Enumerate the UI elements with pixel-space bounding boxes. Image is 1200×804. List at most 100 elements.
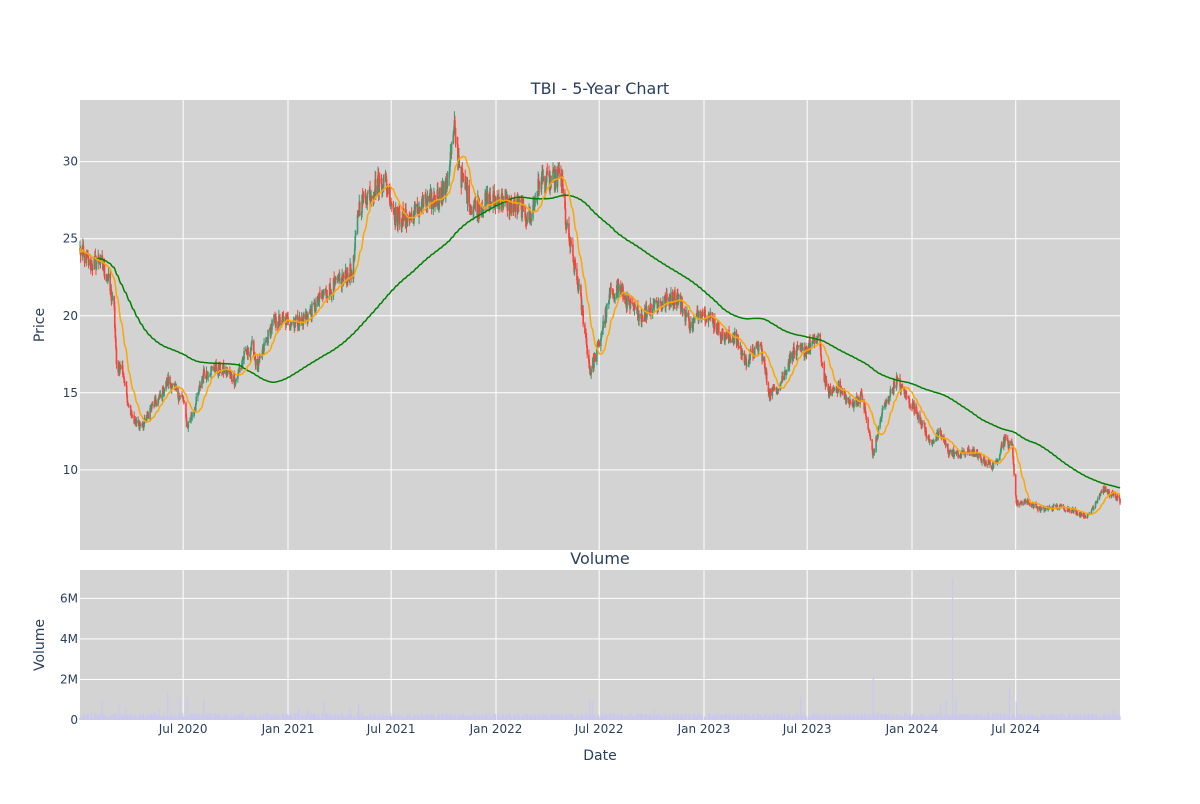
- candlestick-body: [871, 439, 873, 449]
- candlestick-body: [849, 399, 852, 404]
- candlestick-body: [393, 210, 396, 221]
- candlestick-body: [465, 184, 468, 190]
- volume-bar: [163, 716, 165, 720]
- candlestick-body: [847, 399, 850, 404]
- candlestick-body: [198, 386, 200, 393]
- candlestick-body: [811, 341, 814, 344]
- volume-bar: [522, 717, 524, 720]
- volume-bar: [873, 713, 875, 720]
- volume-bar: [383, 715, 385, 720]
- candlestick-body: [928, 439, 931, 443]
- volume-bar: [183, 716, 185, 720]
- candlestick-body: [625, 299, 627, 305]
- volume-bar: [689, 714, 691, 720]
- volume-bar: [989, 717, 991, 720]
- candlestick-body: [159, 394, 162, 397]
- candlestick-body: [299, 317, 301, 322]
- candlestick-body: [820, 355, 823, 363]
- volume-bar: [502, 713, 505, 720]
- candlestick-body: [998, 454, 1001, 461]
- volume-bar: [753, 714, 755, 720]
- volume-y-axis-label: Volume: [32, 619, 48, 671]
- volume-bar: [179, 697, 181, 720]
- volume-bar: [1102, 714, 1105, 720]
- volume-bar: [367, 715, 369, 720]
- volume-bar: [283, 713, 285, 720]
- volume-bar: [339, 717, 341, 720]
- candlestick-body: [864, 406, 867, 412]
- volume-bar: [197, 713, 200, 720]
- volume-bar: [893, 715, 895, 720]
- volume-bar: [506, 714, 508, 720]
- volume-bar: [187, 715, 189, 720]
- candlestick-body: [472, 210, 475, 215]
- candlestick-body: [147, 411, 149, 414]
- volume-bar: [474, 713, 477, 720]
- volume-bar: [1093, 713, 1095, 720]
- candlestick-body: [885, 399, 888, 403]
- volume-bar: [215, 715, 217, 720]
- candlestick-body: [789, 352, 792, 363]
- candlestick-body: [339, 278, 341, 280]
- candlestick-body: [109, 273, 112, 292]
- volume-bar: [883, 714, 885, 720]
- volume-bar: [872, 675, 874, 720]
- candlestick-body: [429, 191, 432, 194]
- volume-bar: [378, 713, 380, 720]
- volume-bar: [638, 714, 640, 720]
- volume-bar: [754, 717, 756, 720]
- volume-bar: [403, 717, 405, 720]
- candlestick-body: [1005, 436, 1007, 439]
- candlestick-body: [381, 183, 383, 192]
- candlestick-body: [997, 460, 999, 462]
- candlestick-body: [686, 312, 688, 317]
- candlestick-body: [630, 301, 632, 304]
- candlestick-body: [797, 345, 800, 347]
- candlestick-body: [157, 399, 159, 406]
- candlestick-body: [313, 303, 316, 312]
- candlestick-body: [413, 205, 416, 213]
- volume-bar: [370, 714, 372, 720]
- candlestick-body: [506, 196, 509, 211]
- volume-bar: [967, 713, 969, 720]
- volume-bar: [730, 714, 732, 720]
- candlestick-body: [606, 304, 608, 306]
- volume-bar: [1057, 714, 1059, 720]
- candlestick-body: [372, 195, 375, 200]
- candlestick-body: [907, 396, 909, 398]
- candlestick-body: [1010, 440, 1013, 445]
- candlestick-body: [892, 381, 895, 394]
- candlestick-body: [614, 297, 616, 299]
- candlestick-body: [123, 379, 126, 383]
- volume-bar: [219, 713, 221, 720]
- candlestick-body: [569, 241, 572, 248]
- candlestick-body: [896, 378, 899, 380]
- candlestick-body: [353, 248, 356, 259]
- volume-bar: [1028, 713, 1030, 720]
- volume-bar: [1114, 713, 1117, 720]
- candlestick-body: [185, 403, 187, 418]
- candlestick-body: [472, 207, 475, 211]
- candlestick-body: [796, 345, 798, 356]
- candlestick-body: [264, 340, 267, 343]
- candlestick-body: [780, 383, 782, 384]
- candlestick-body: [731, 338, 734, 343]
- candlestick-body: [336, 279, 339, 281]
- volume-bar: [186, 697, 188, 720]
- volume-bar: [594, 714, 596, 720]
- candlestick-body: [362, 192, 365, 204]
- candlestick-body: [1026, 498, 1029, 504]
- candlestick-body: [825, 380, 828, 384]
- volume-bar: [840, 714, 842, 720]
- volume-bar: [825, 713, 828, 720]
- candlestick-body: [1043, 506, 1046, 512]
- candlestick-body: [275, 316, 277, 328]
- candlestick-body: [581, 306, 584, 311]
- candlestick-body: [815, 339, 818, 344]
- candlestick-body: [389, 188, 391, 207]
- candlestick-body: [749, 350, 751, 361]
- volume-bar: [211, 716, 213, 720]
- candlestick-body: [879, 421, 881, 428]
- candlestick-body: [1110, 492, 1113, 497]
- candlestick-body: [85, 252, 88, 264]
